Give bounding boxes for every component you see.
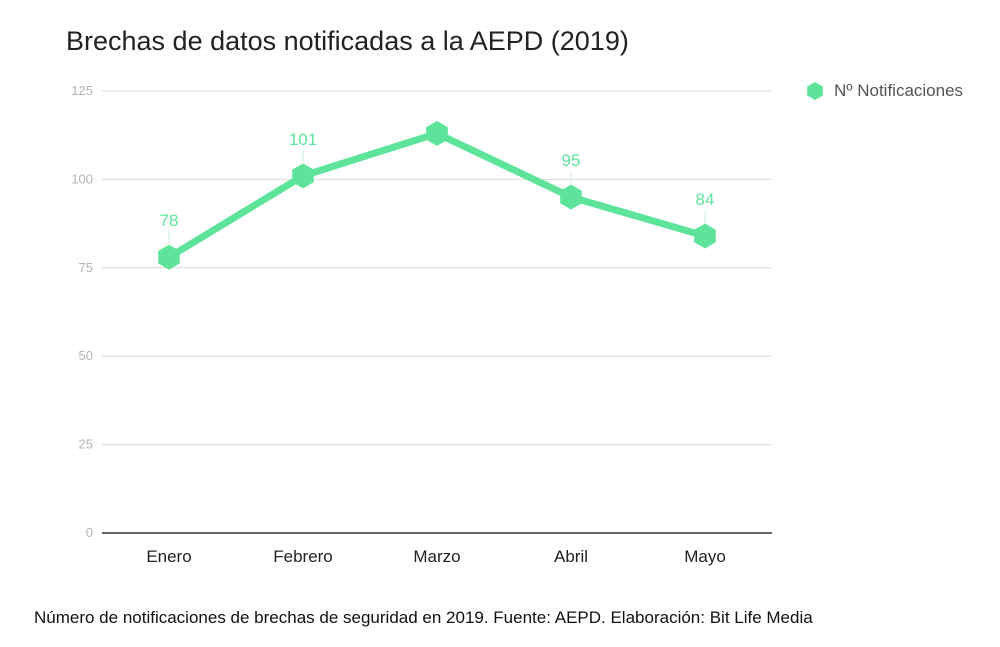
x-tick-label: Febrero xyxy=(273,547,333,566)
y-tick-label: 0 xyxy=(86,525,93,540)
y-tick-label: 25 xyxy=(79,437,93,452)
y-tick-label: 50 xyxy=(79,348,93,363)
data-label: 78 xyxy=(160,211,179,230)
data-point xyxy=(426,120,448,146)
data-point xyxy=(158,244,180,270)
data-label: 95 xyxy=(562,151,581,170)
x-tick-label: Marzo xyxy=(413,547,460,566)
chart-title: Brechas de datos notificadas a la AEPD (… xyxy=(66,26,629,56)
x-tick-label: Abril xyxy=(554,547,588,566)
data-point xyxy=(292,163,314,189)
x-tick-label: Enero xyxy=(146,547,191,566)
figure-caption: Número de notificaciones de brechas de s… xyxy=(34,608,813,627)
legend-label: Nº Notificaciones xyxy=(834,81,964,100)
y-tick-label: 100 xyxy=(71,171,93,186)
legend-marker xyxy=(807,82,823,100)
data-label: 84 xyxy=(696,190,715,209)
legend: Nº Notificaciones xyxy=(806,81,963,101)
x-tick-label: Mayo xyxy=(684,547,726,566)
data-label: 101 xyxy=(289,130,317,149)
series-line xyxy=(165,129,709,261)
y-tick-label: 75 xyxy=(79,260,93,275)
line-chart: 0 25 50 75 100 125 Enero Febrero Marzo Abril Mayo… xyxy=(71,83,772,566)
data-point xyxy=(694,223,716,249)
y-tick-label: 125 xyxy=(71,83,93,98)
data-point xyxy=(560,184,582,210)
